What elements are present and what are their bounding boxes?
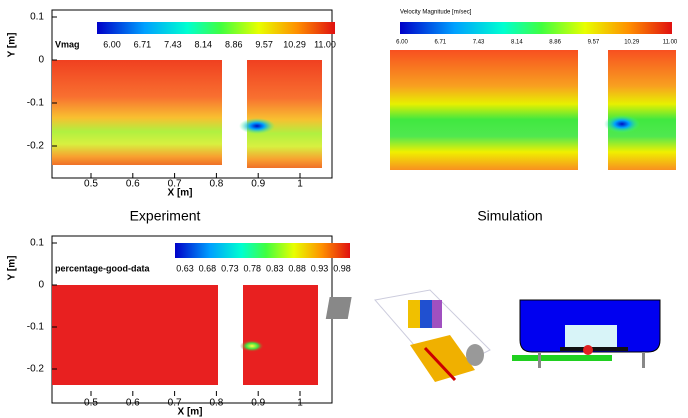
x-tick-label: 0.5 — [84, 179, 98, 190]
x-tick-label: 0.9 — [251, 179, 265, 190]
y-tick-label: -0.1 — [27, 322, 45, 333]
colorbar-tick-label: 10.29 — [624, 40, 640, 46]
part — [512, 355, 612, 361]
colorbar-tick-label: 10.29 — [283, 39, 306, 49]
x-tick-label: 0.5 — [84, 398, 98, 409]
colorbar — [175, 243, 350, 258]
colorbar-tick-label: 0.73 — [221, 263, 239, 273]
part — [583, 345, 593, 355]
colorbar-tick-label: 6.00 — [103, 39, 121, 49]
colorbar-tick-label: 9.57 — [255, 39, 273, 49]
part — [560, 347, 628, 351]
colorbar-tick-label: 9.57 — [588, 40, 600, 46]
x-tick-label: 0.7 — [168, 179, 182, 190]
part — [420, 300, 432, 328]
colorbar-tick-label: 8.14 — [195, 39, 213, 49]
part — [408, 300, 420, 328]
colorbar-tick-label: 7.43 — [164, 39, 182, 49]
x-tick-label: 0.6 — [126, 179, 140, 190]
wake-spot — [239, 118, 275, 134]
colorbar-tick-label: 11.00 — [314, 39, 336, 49]
part — [538, 352, 541, 368]
colorbar-tick-label: 0.68 — [199, 263, 217, 273]
x-tick-label: 0.7 — [168, 398, 182, 409]
model-3d — [326, 290, 490, 382]
x-tick-label: 1 — [297, 398, 303, 409]
colorbar-tick-label: 7.43 — [473, 40, 485, 46]
part — [565, 325, 617, 347]
colorbar-tick-label: 8.14 — [511, 40, 523, 46]
y-tick-label: -0.1 — [27, 98, 45, 109]
colorbar-tick-label: 8.86 — [225, 39, 243, 49]
caption: Experiment — [130, 208, 201, 224]
model-front — [512, 300, 660, 368]
contour-field — [608, 50, 676, 170]
colorbar-label: percentage-good-data — [55, 263, 151, 273]
colorbar-tick-label: 0.88 — [288, 263, 306, 273]
caption: Simulation — [477, 208, 542, 224]
x-tick-label: 0.8 — [209, 179, 223, 190]
colorbar-tick-label: 6.71 — [134, 39, 152, 49]
panels — [52, 10, 676, 403]
y-tick-label: 0.1 — [30, 12, 44, 23]
x-tick-label: 0.6 — [126, 398, 140, 409]
colorbar — [97, 22, 335, 34]
y-tick-label: 0 — [38, 280, 44, 291]
part — [466, 344, 484, 366]
contour-field — [247, 60, 322, 168]
y-axis-label: Y [m] — [7, 256, 18, 281]
colorbar-tick-label: 8.86 — [549, 40, 561, 46]
part — [326, 297, 352, 319]
colorbar-tick-label: 0.83 — [266, 263, 284, 273]
colorbar-tick-label: 11.00 — [663, 40, 678, 46]
x-tick-label: 1 — [297, 179, 303, 190]
contour-field — [390, 50, 578, 170]
x-tick-label: 0.8 — [209, 398, 223, 409]
colorbar-label: Vmag — [55, 39, 80, 49]
wake-spot — [604, 115, 640, 133]
colorbar — [400, 22, 672, 34]
y-tick-label: 0 — [38, 55, 44, 66]
colorbar-tick-label: 0.93 — [311, 263, 329, 273]
x-tick-label: 0.9 — [251, 398, 265, 409]
contour-field — [243, 285, 318, 385]
contour-field — [52, 285, 218, 385]
figure: Experiment Simulation Vmag Velocity Magn… — [0, 0, 688, 418]
colorbar-tick-label: 6.71 — [434, 40, 446, 46]
part — [410, 335, 475, 382]
colorbar-title: Velocity Magnitude [m/sec] — [400, 10, 472, 16]
y-tick-label: -0.2 — [27, 364, 45, 375]
contour-field — [52, 60, 222, 165]
low-quality-spot — [240, 340, 264, 352]
part — [642, 352, 645, 368]
part — [432, 300, 442, 328]
y-tick-label: 0.1 — [30, 238, 44, 249]
colorbar-tick-label: 6.00 — [396, 40, 408, 46]
y-tick-label: -0.2 — [27, 141, 45, 152]
y-axis-label: Y [m] — [7, 33, 18, 58]
colorbar-tick-label: 0.78 — [244, 263, 262, 273]
colorbar-tick-label: 0.98 — [333, 263, 351, 273]
colorbar-tick-label: 0.63 — [176, 263, 194, 273]
